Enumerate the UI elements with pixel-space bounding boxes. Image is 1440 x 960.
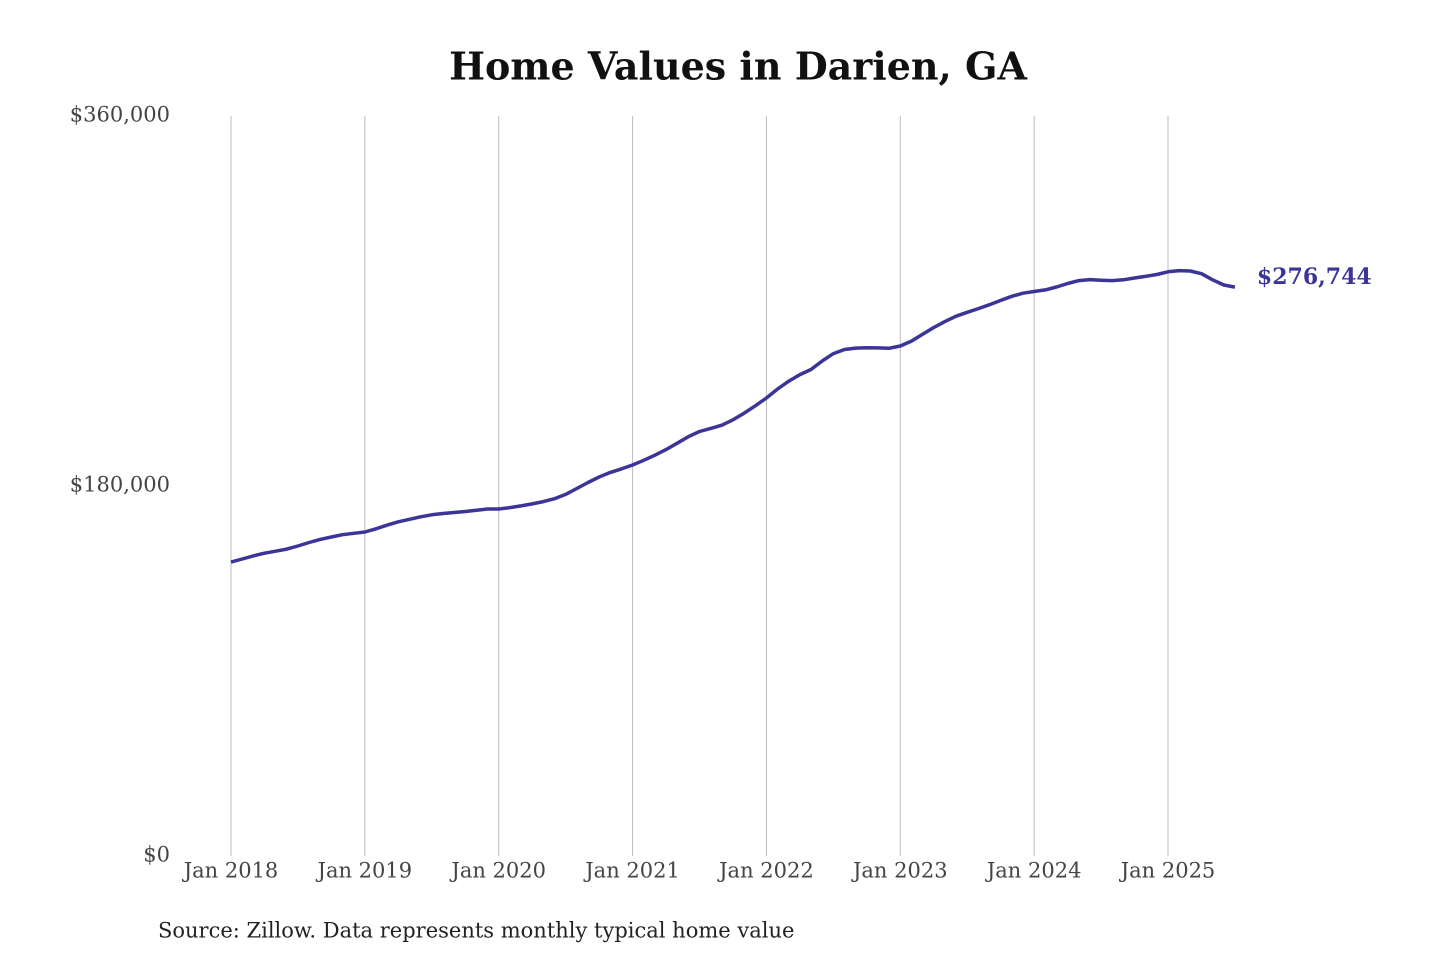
line bbox=[230, 268, 1236, 564]
x-tick-label: Jan 2019 bbox=[316, 859, 413, 883]
x-tick-label: Jan 2018 bbox=[182, 859, 279, 883]
y-tick-label: $0 bbox=[143, 843, 170, 867]
x-tick-label: Jan 2021 bbox=[583, 859, 680, 883]
end-value-label: $276,744 bbox=[1257, 264, 1372, 290]
x-tick-label: Jan 2025 bbox=[1119, 859, 1216, 883]
x-tick-label: Jan 2024 bbox=[985, 859, 1082, 883]
y-tick-label: $360,000 bbox=[70, 103, 170, 127]
x-tick-label: Jan 2020 bbox=[449, 859, 546, 883]
source-note: Source: Zillow. Data represents monthly … bbox=[158, 919, 794, 943]
x-tick-label: Jan 2022 bbox=[717, 859, 814, 883]
x-tick-label: Jan 2023 bbox=[851, 859, 948, 883]
y-tick-label: $180,000 bbox=[70, 473, 170, 497]
chart-title: Home Values in Darien, GA bbox=[449, 44, 1027, 89]
